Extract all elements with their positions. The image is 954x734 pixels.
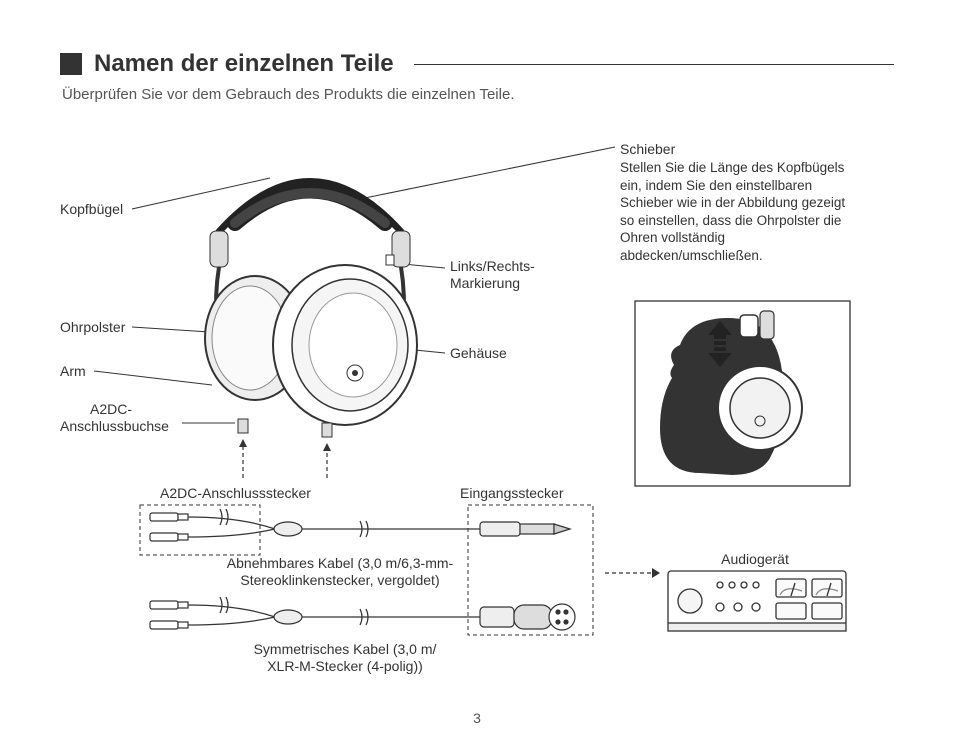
section-title-row: Namen der einzelnen Teile [60, 50, 894, 78]
title-square-icon [60, 53, 82, 75]
cable-1-icon [150, 509, 570, 541]
title-rule [414, 64, 894, 65]
diagram-canvas: Kopfbügel Ohrpolster Arm A2DC- Anschluss… [60, 123, 900, 683]
head-adjust-icon [660, 311, 802, 475]
diagram-svg [60, 123, 900, 683]
section-subtitle: Überprüfen Sie vor dem Gebrauch des Prod… [62, 86, 894, 103]
headphone-icon [205, 183, 417, 437]
page-number: 3 [473, 710, 481, 726]
cable-2-icon [150, 597, 575, 630]
section-title: Namen der einzelnen Teile [94, 50, 394, 78]
audio-device-icon [668, 571, 846, 631]
